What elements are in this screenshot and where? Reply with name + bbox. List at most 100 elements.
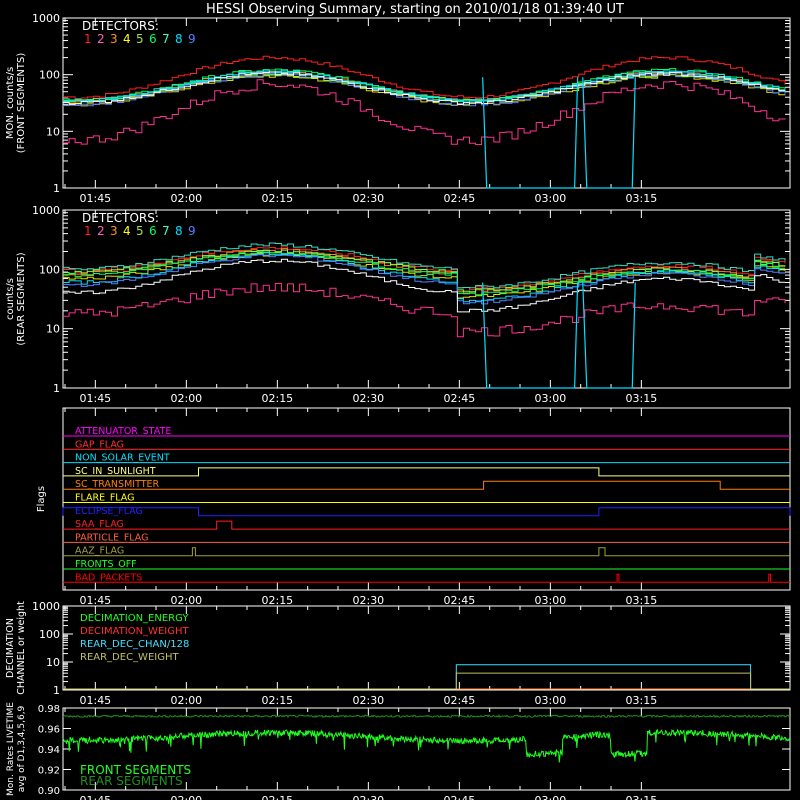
front-dropout (582, 77, 636, 189)
dec-legend-item: DECIMATION_ENERGY (80, 613, 189, 624)
front-legend-title: DETECTORS: (82, 19, 159, 33)
flags-xtick-label: 02:15 (261, 594, 293, 607)
front-dropout (482, 77, 579, 189)
front-ylabel: (FRONT SEGMENTS) (16, 53, 27, 154)
live-xtick-label: 03:15 (626, 794, 658, 800)
rear-xtick-label: 02:00 (170, 392, 202, 405)
rear-xtick-label: 02:30 (352, 392, 384, 405)
dec-xtick-label: 02:15 (261, 694, 293, 707)
dec-xtick-label: 01:45 (79, 694, 111, 707)
flag-label: GAP_FLAG (75, 439, 124, 450)
dec-legend-item: DECIMATION_WEIGHT (80, 626, 189, 637)
front-legend-item: 9 (188, 32, 196, 46)
live-ylabel: Mon. Rates LIVETIME (6, 702, 16, 796)
front-xtick-label: 02:30 (352, 192, 384, 205)
live-ytick-label: 0.90 (38, 786, 60, 797)
flag-line (63, 547, 790, 557)
front-xtick-label: 02:15 (261, 192, 293, 205)
front-xtick-label: 01:45 (79, 192, 111, 205)
dec-xtick-label: 02:45 (444, 694, 476, 707)
flag-line (63, 520, 790, 530)
dec-legend-item: REAR_DEC_WEIGHT (80, 652, 179, 663)
front-legend-item: 8 (175, 32, 183, 46)
flag-label: NON_SOLAR_EVENT (75, 453, 170, 464)
rear-dropout (482, 282, 579, 389)
front-series-line (63, 73, 786, 107)
rear-xtick-label: 02:45 (444, 392, 476, 405)
front-ytick-label: 10 (46, 125, 60, 138)
rear-ytick-label: 1000 (32, 204, 60, 217)
flags-xtick-label: 02:00 (170, 594, 202, 607)
front-series-line (63, 55, 786, 100)
rear-legend-item: 6 (149, 224, 157, 238)
dec-ylabel: CHANNEL or weight (16, 601, 27, 695)
rear-series-line (63, 283, 786, 338)
live-xtick-label: 02:00 (170, 794, 202, 800)
front-xtick-label: 02:00 (170, 192, 202, 205)
live-xtick-label: 02:15 (261, 794, 293, 800)
dec-xtick-label: 02:00 (170, 694, 202, 707)
dec-series-line (63, 672, 790, 690)
flag-label: ECLIPSE_FLAG (75, 506, 143, 517)
front-series-line (63, 79, 786, 145)
rear-ylabel: counts/s (5, 278, 16, 320)
rear-dropout (582, 282, 636, 389)
live-xtick-label: 03:00 (535, 794, 567, 800)
rear-ylabel: (REAR SEGMENTS) (16, 252, 27, 345)
live-ylabel: avg of D1,3,4,5,6,9 (17, 705, 27, 792)
rear-legend-item: 5 (136, 224, 144, 238)
live-rear-line (62, 714, 791, 719)
rear-ytick-label: 1 (53, 382, 60, 395)
flags-xtick-label: 03:00 (535, 594, 567, 607)
rear-legend-item: 3 (110, 224, 118, 238)
live-xtick-label: 02:45 (444, 794, 476, 800)
flags-xtick-label: 03:15 (626, 594, 658, 607)
front-legend-item: 2 (97, 32, 105, 46)
live-ytick-label: 0.98 (38, 704, 60, 715)
live-xtick-label: 02:30 (352, 794, 384, 800)
chart-title: HESSI Observing Summary, starting on 201… (206, 2, 624, 17)
front-ytick-label: 1000 (32, 12, 60, 25)
dec-ytick-label: 1 (53, 684, 60, 697)
live-ytick-label: 0.94 (38, 745, 60, 756)
rear-series-line (63, 254, 786, 305)
rear-series-line (63, 242, 786, 289)
front-legend-item: 4 (123, 32, 131, 46)
flag-line (62, 507, 791, 517)
front-xtick-label: 03:00 (535, 192, 567, 205)
flag-line (63, 480, 790, 490)
dec-ytick-label: 10 (46, 656, 60, 669)
front-legend-item: 6 (149, 32, 157, 46)
rear-legend-item: 4 (123, 224, 131, 238)
dec-frame (62, 605, 791, 691)
flag-label: ATTENUATOR_STATE (75, 426, 171, 437)
dec-ytick-label: 1000 (32, 600, 60, 613)
front-xtick-label: 03:15 (626, 192, 658, 205)
rear-series-line (63, 258, 785, 313)
flags-frame (62, 407, 791, 591)
live-xtick-label: 01:45 (79, 794, 111, 800)
front-legend-item: 1 (84, 32, 92, 46)
dec-ytick-label: 100 (39, 628, 60, 641)
rear-legend-title: DETECTORS: (82, 211, 159, 225)
rear-legend-item: 2 (97, 224, 105, 238)
flags-xtick-label: 02:30 (352, 594, 384, 607)
dec-series-line (63, 664, 790, 690)
flag-label: SC_IN_SUNLIGHT (75, 466, 156, 477)
live-legend-item: REAR SEGMENTS (80, 774, 183, 788)
rear-ytick-label: 10 (46, 323, 60, 336)
rear-xtick-label: 03:15 (626, 392, 658, 405)
rear-legend-item: 7 (162, 224, 170, 238)
front-legend-item: 7 (162, 32, 170, 46)
flag-line (63, 467, 790, 477)
live-ytick-label: 0.96 (38, 725, 60, 736)
front-series-line (63, 68, 786, 103)
front-series-line (63, 71, 786, 105)
flags-ylabel: Flags (36, 486, 47, 512)
rear-legend-item: 9 (188, 224, 196, 238)
front-ytick-label: 100 (39, 69, 60, 82)
flags-xtick-label: 01:45 (79, 594, 111, 607)
flag-label: SAA_FLAG (75, 519, 124, 530)
rear-ytick-label: 100 (39, 263, 60, 276)
